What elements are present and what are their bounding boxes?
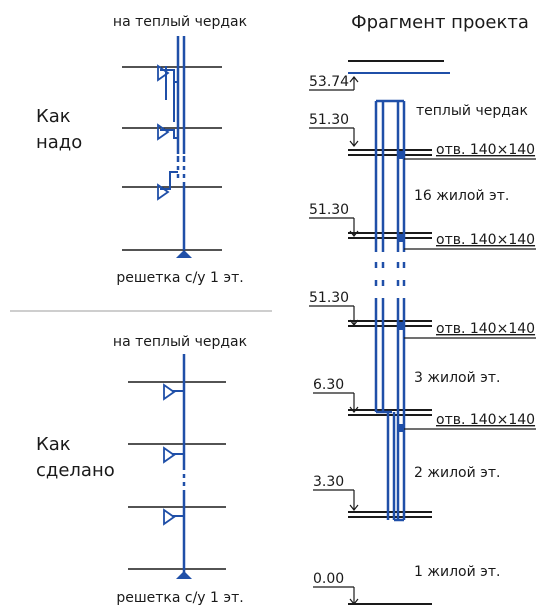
grille-icon xyxy=(164,510,174,524)
floor-label: 2 жилой эт. xyxy=(414,465,500,481)
grille-icon xyxy=(164,385,174,399)
level-mark: 6.30 xyxy=(313,377,358,412)
opening-label: отв. 140×140 xyxy=(436,142,535,158)
elevation-label: 0.00 xyxy=(313,571,344,587)
opening-label: отв. 140×140 xyxy=(436,321,535,337)
direct-branch xyxy=(164,448,184,462)
grille-icon xyxy=(158,125,168,139)
opening-label: отв. 140×140 xyxy=(436,412,535,428)
section-label-line1: Как xyxy=(36,106,71,127)
main-duct xyxy=(376,101,404,520)
elevation-label: 53.74 xyxy=(309,74,349,90)
bottom-grille-icon xyxy=(176,250,192,258)
level-mark: 53.74 xyxy=(309,74,358,90)
section-label-line2: сделано xyxy=(36,460,115,481)
grille-icon xyxy=(164,448,174,462)
floor-label: 16 жилой эт. xyxy=(414,188,509,204)
satellite-branch xyxy=(158,172,178,199)
direct-branch xyxy=(164,385,184,399)
top-caption: на теплый чердак xyxy=(113,334,247,350)
satellite-branch xyxy=(158,125,178,139)
elevation-label: 3.30 xyxy=(313,474,344,490)
elevation-label: 51.30 xyxy=(309,112,349,128)
fragment-title: Фрагмент проекта xyxy=(351,12,529,33)
section-correct: на теплый чердак Как надо xyxy=(36,14,247,286)
satellite-branch xyxy=(158,66,178,122)
bottom-caption: решетка с/у 1 эт. xyxy=(116,590,243,606)
satellite-duct xyxy=(394,101,404,520)
top-caption: на теплый чердак xyxy=(113,14,247,30)
level-mark: 51.30 xyxy=(309,290,358,325)
elevation-label: 51.30 xyxy=(309,290,349,306)
level-mark: 51.30 xyxy=(309,202,358,236)
opening-callout: отв. 140×140 xyxy=(404,232,536,249)
level-mark: 0.00 xyxy=(313,571,358,604)
level-mark: 3.30 xyxy=(313,474,358,510)
section-label-line1: Как xyxy=(36,434,71,455)
elevation-label: 6.30 xyxy=(313,377,344,393)
floor-label: 1 жилой эт. xyxy=(414,564,500,580)
elevation-label: 51.30 xyxy=(309,202,349,218)
section-actual: на теплый чердак Как сделано решетка с/у… xyxy=(36,334,247,606)
project-fragment: Фрагмент проекта 53.74 51.30 51.30 51.30 xyxy=(309,12,536,604)
bottom-caption: решетка с/у 1 эт. xyxy=(116,270,243,286)
opening-label: отв. 140×140 xyxy=(436,232,535,248)
bottom-grille-icon xyxy=(176,571,192,579)
main-riser xyxy=(178,36,184,250)
floor-label: 3 жилой эт. xyxy=(414,370,500,386)
section-label-line2: надо xyxy=(36,132,82,153)
level-mark: 51.30 xyxy=(309,112,358,146)
opening-callout: отв. 140×140 xyxy=(404,321,536,338)
direct-branch xyxy=(164,510,184,524)
floor-label: теплый чердак xyxy=(416,103,528,119)
